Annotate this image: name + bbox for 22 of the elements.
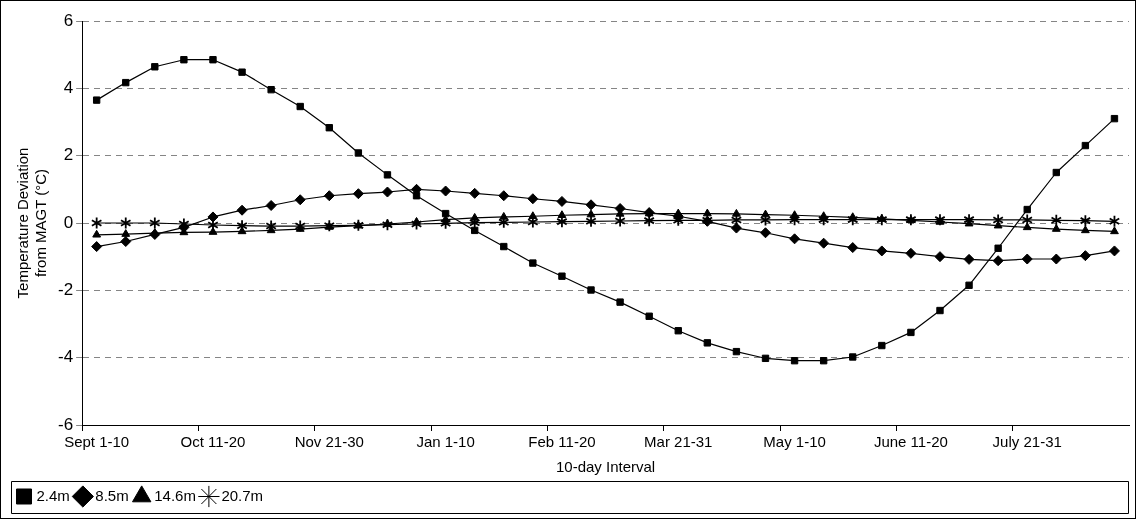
x-tick-label: Oct 11-20: [180, 433, 246, 451]
x-tick-label: Feb 11-20: [528, 433, 596, 451]
y-tick-label: 2: [63, 145, 74, 165]
x-tick-label: Sept 1-10: [64, 433, 130, 451]
y-tick-label: 0: [63, 212, 74, 232]
y-tick-label: -4: [57, 347, 74, 367]
y-tick-label: 6: [63, 10, 74, 30]
legend-label: 20.7m: [221, 486, 264, 504]
x-tick-label: June 11-20: [873, 433, 948, 451]
x-tick-label: Jan 1-10: [416, 433, 475, 451]
x-tick-label: Mar 21-31: [644, 433, 713, 451]
y-tick-label: 4: [63, 78, 74, 98]
x-tick-label: May 1-10: [763, 433, 826, 451]
legend-label: 14.6m: [154, 486, 196, 504]
y-axis-title: Temperature Deviation from MAGT (°C): [14, 147, 50, 299]
legend-label: 2.4m: [36, 486, 70, 504]
legend-label: 8.5m: [95, 486, 129, 504]
y-tick-label: -2: [57, 280, 74, 300]
x-axis-title: 10-day Interval: [555, 458, 656, 476]
y-tick-label: -6: [57, 414, 74, 434]
x-tick-label: July 21-31: [992, 433, 1062, 451]
x-tick-label: Nov 21-30: [294, 433, 364, 451]
